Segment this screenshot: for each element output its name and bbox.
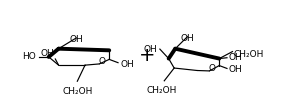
Text: HO: HO: [22, 52, 36, 61]
Text: OH: OH: [120, 60, 134, 69]
Text: OH: OH: [144, 45, 158, 54]
Text: O: O: [208, 64, 215, 73]
Text: CH₂OH: CH₂OH: [147, 86, 177, 95]
Text: +: +: [138, 46, 155, 65]
Text: OH: OH: [40, 49, 54, 58]
Text: CH₂OH: CH₂OH: [62, 87, 93, 96]
Text: OH: OH: [228, 53, 242, 62]
Text: OH: OH: [228, 65, 242, 74]
Text: OH: OH: [69, 35, 83, 44]
Text: OH: OH: [181, 34, 194, 43]
Text: O: O: [98, 57, 105, 66]
Text: CH₂OH: CH₂OH: [233, 50, 264, 59]
